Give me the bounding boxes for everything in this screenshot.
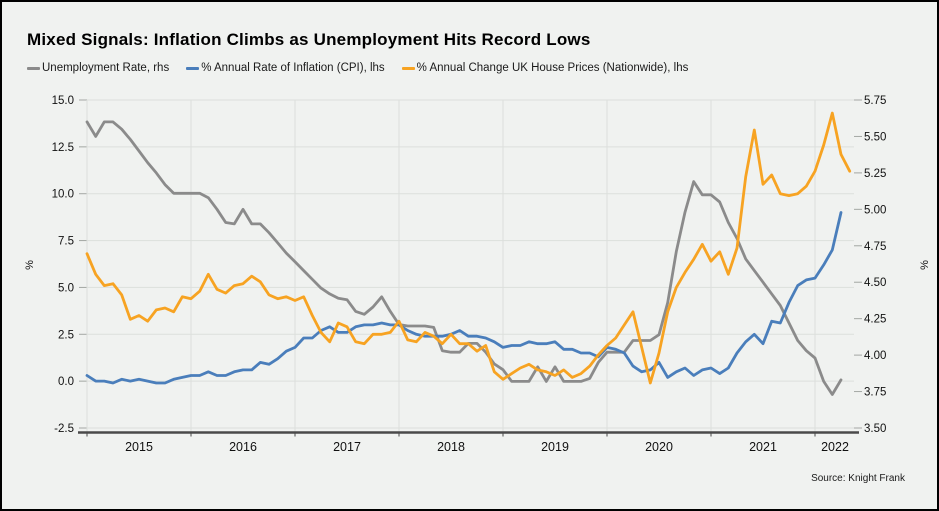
left-axis-tick-label: -2.5 — [54, 423, 74, 435]
left-axis-tick-label: 12.5 — [52, 142, 74, 154]
series-line-cpi-inflation — [85, 211, 843, 385]
x-axis-year-label: 2015 — [125, 440, 153, 454]
legend-item-cpi-inflation: % Annual Rate of Inflation (CPI), lhs — [186, 62, 385, 74]
legend-item-house-prices: % Annual Change UK House Prices (Nationw… — [401, 62, 689, 74]
x-axis-year-label: 2022 — [821, 440, 849, 454]
left-axis-tick-label: 10.0 — [52, 189, 74, 201]
right-axis-tick-label: 4.00 — [864, 350, 886, 362]
x-axis-year-label: 2018 — [437, 440, 465, 454]
x-axis-year-label: 2021 — [749, 440, 777, 454]
legend-label-cpi-inflation: % Annual Rate of Inflation (CPI), lhs — [201, 62, 385, 74]
legend-item-unemployment: Unemployment Rate, rhs — [27, 62, 169, 74]
right-axis-tick-label: 5.75 — [864, 95, 886, 107]
right-axis-tick-label: 3.75 — [864, 387, 886, 399]
left-axis-tick-label: 7.5 — [58, 236, 74, 248]
x-axis-year-label: 2020 — [645, 440, 673, 454]
series-line-unemployment — [85, 120, 843, 396]
source-note: Source: Knight Frank — [811, 473, 905, 484]
right-axis-tick-label: 3.50 — [864, 423, 886, 435]
right-axis-tick-label: 5.00 — [864, 204, 886, 216]
right-axis-tick-label: 5.25 — [864, 168, 886, 180]
right-axis-tick-label: 4.75 — [864, 241, 886, 253]
chart-title: Mixed Signals: Inflation Climbs as Unemp… — [27, 30, 591, 49]
legend-swatch-house-prices — [401, 66, 415, 70]
left-axis-unit-label: % — [24, 260, 36, 270]
right-axis-tick-label: 4.50 — [864, 277, 886, 289]
right-axis-unit-label: % — [919, 260, 931, 270]
left-axis-tick-label: 5.0 — [58, 282, 74, 294]
series-line-house-prices — [85, 111, 852, 385]
x-axis-year-label: 2016 — [229, 440, 257, 454]
x-axis-year-label: 2019 — [541, 440, 569, 454]
legend-label-unemployment: Unemployment Rate, rhs — [42, 62, 170, 74]
right-axis-tick-label: 5.50 — [864, 131, 886, 143]
legend-label-house-prices: % Annual Change UK House Prices (Nationw… — [416, 62, 689, 74]
legend-swatch-unemployment — [27, 66, 40, 70]
left-axis-tick-label: 15.0 — [52, 95, 74, 107]
right-axis-tick-label: 4.25 — [864, 314, 886, 326]
legend-swatch-cpi-inflation — [186, 66, 200, 70]
left-axis-tick-label: 2.5 — [58, 329, 74, 341]
legend: Unemployment Rate, rhs % Annual Rate of I… — [27, 62, 688, 74]
x-axis-year-label: 2017 — [333, 440, 361, 454]
left-axis-tick-label: 0.0 — [58, 376, 74, 388]
